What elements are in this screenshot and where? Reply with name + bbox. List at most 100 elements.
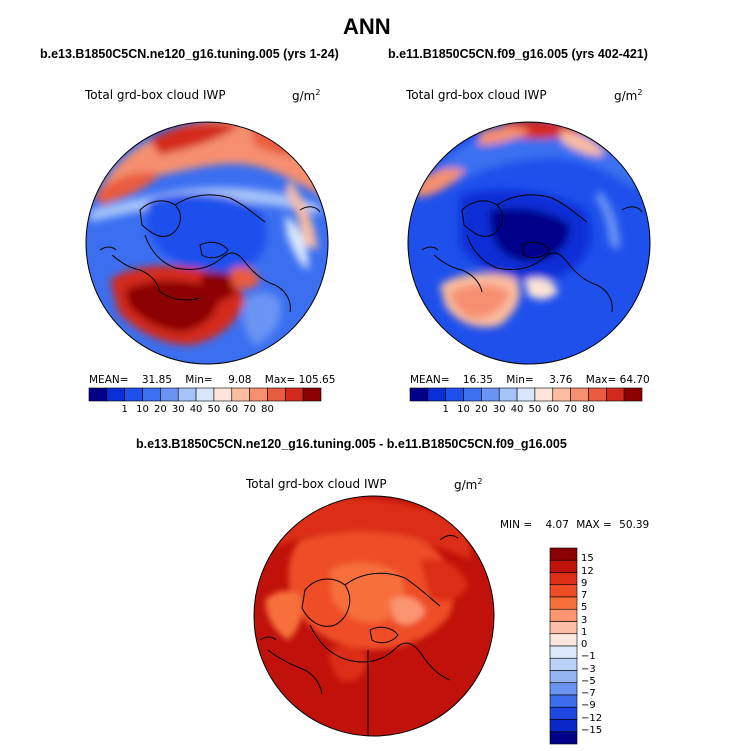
panel-2-stats: MEAN= 16.35 Min= 3.76 Max= 64.70 [410, 374, 650, 386]
panel-1-max-value: 105.65 [298, 374, 336, 386]
panel-3-colorbar-tick-label: 15 [581, 553, 594, 565]
panel-1-colorbar-box [302, 387, 322, 402]
panel-3-colorbar-box [549, 719, 578, 733]
panel-2-max-value: 64.70 [619, 374, 650, 386]
panel-1-colorbar-tick-label: 80 [261, 404, 274, 415]
panel-2-colorbar-tick-label: 70 [564, 404, 577, 415]
panel-1-colorbar-box [177, 387, 197, 402]
panel-3-colorbar-box [549, 670, 578, 684]
panel-1-colorbar-box [213, 387, 233, 402]
panel-3-map-border [253, 495, 495, 737]
panel-1-colorbar-box [195, 387, 215, 402]
panel-3-stats: MIN = 4.07 MAX = 50.39 [500, 519, 649, 531]
panel-2-mean-value: 16.35 [462, 374, 493, 386]
panel-3-colorbar-box [549, 633, 578, 647]
panel-3-map [254, 496, 494, 736]
panel-3-colorbar-box [549, 584, 578, 598]
panel-3-colorbar-tick-label: 1 [581, 626, 588, 638]
panel-2-units-base: g/m [614, 89, 638, 103]
panel-3-colorbar-box [549, 694, 578, 708]
panel-2-colorbar-box [481, 387, 500, 402]
panel-3-colorbar-tick-label: −9 [581, 700, 596, 712]
panel-2-colorbar-box [623, 387, 643, 402]
panel-1-units-base: g/m [292, 89, 316, 103]
panel-1-colorbar-tick-label: 60 [225, 404, 239, 415]
panel-3-colorbar-tick-label: −7 [581, 688, 596, 699]
panel-1-min-value: 9.08 [228, 374, 252, 386]
panel-3-title: b.e13.B1850C5CN.ne120_g16.tuning.005 - b… [136, 437, 567, 451]
panel-2-min-label: Min= [506, 374, 534, 386]
panel-3-colorbar-box [549, 572, 578, 586]
panel-1-colorbar-box [249, 387, 268, 402]
panel-3-colorbar-box [549, 731, 578, 745]
panel-1-colorbar-tick-label: 20 [154, 404, 167, 415]
panel-3-colorbar-box [549, 621, 578, 635]
panel-1-colorbar-box [88, 387, 108, 402]
panel-1-colorbar-box [142, 387, 161, 402]
panel-2-colorbar-tick-label: 80 [582, 404, 595, 415]
panel-3-max-label: MAX = [576, 519, 612, 531]
panel-1-title: b.e13.B1850C5CN.ne120_g16.tuning.005 (yr… [40, 47, 339, 61]
panel-3-colorbar-box [549, 706, 578, 720]
panel-2-colorbar-box [606, 387, 625, 402]
panel-1-mean-label: MEAN= [89, 374, 129, 386]
panel-1-colorbar-tick-label: 40 [189, 404, 203, 415]
panel-3-colorbar-box [549, 657, 578, 671]
panel-2-colorbar-box [427, 387, 446, 402]
panel-3-colorbar-tick-label: 0 [581, 639, 588, 650]
panel-1-variable: Total grd-box cloud IWP [85, 88, 226, 102]
panel-2-colorbar-box [534, 387, 554, 402]
panel-2-colorbar-tick-label: 40 [510, 404, 524, 415]
panel-1-colorbar-box [160, 387, 179, 402]
panel-2-colorbar-box [588, 387, 607, 402]
panel-3-colorbar-tick-label: 12 [581, 565, 594, 577]
panel-3-colorbar-tick-label: −15 [581, 724, 603, 736]
panel-1-mean-value: 31.85 [141, 374, 172, 386]
panel-1-colorbar-box [231, 387, 250, 402]
panel-2-colorbar-tick-label: 50 [528, 404, 542, 415]
panel-3-colorbar-box [549, 547, 578, 561]
panel-1-map-border [85, 121, 329, 365]
panel-2-mean-label: MEAN= [410, 374, 450, 386]
panel-3-colorbar-tick-label: 5 [581, 602, 588, 614]
panel-2-title: b.e11.B1850C5CN.f09_g16.005 (yrs 402-421… [388, 47, 648, 61]
panel-1-units: g/m2 [292, 88, 320, 103]
panel-2-colorbar-box [516, 387, 536, 402]
panel-3-colorbar-tick-label: −1 [581, 651, 596, 663]
panel-2-colorbar-box [570, 387, 589, 402]
panel-1-colorbar-tick-label: 10 [136, 404, 149, 415]
panel-1-map [86, 122, 328, 364]
panel-1-colorbar-tick-label: 1 [121, 404, 128, 415]
panel-2-units-exp: 2 [637, 88, 643, 97]
panel-3-max-value: 50.39 [619, 519, 650, 531]
panel-1-colorbar-tick-label: 50 [207, 404, 221, 415]
panel-3-colorbar-tick-label: 3 [581, 614, 588, 626]
panel-3-colorbar-box [549, 608, 578, 622]
figure-title: ANN [343, 14, 391, 39]
panel-2-colorbar-tick-label: 60 [546, 404, 560, 415]
panel-3-colorbar-tick-label: 9 [581, 577, 588, 589]
panel-2-min-value: 3.76 [549, 374, 573, 386]
panel-3-units-exp: 2 [477, 477, 483, 486]
panel-1-colorbar-box [267, 387, 286, 402]
panel-1-stats: MEAN= 31.85 Min= 9.08 Max= 105.65 [89, 374, 335, 386]
panel-1-colorbar [88, 387, 322, 402]
panel-1-colorbar-box [106, 387, 125, 402]
panel-3-colorbar-box [549, 559, 578, 573]
panel-3-colorbar [549, 547, 578, 745]
panel-3-colorbar-tick-label: −5 [581, 675, 596, 687]
panel-3-colorbar-box [549, 645, 578, 659]
panel-1-units-exp: 2 [315, 88, 321, 97]
panel-3-variable: Total grd-box cloud IWP [246, 477, 387, 491]
panel-2-colorbar-box [552, 387, 571, 402]
panel-2-colorbar-box [409, 387, 429, 402]
panel-2-colorbar-tick-label: 20 [475, 404, 488, 415]
panel-1-colorbar-box [285, 387, 304, 402]
panel-1-max-label: Max= [264, 374, 296, 386]
panel-2-variable: Total grd-box cloud IWP [406, 88, 547, 102]
panel-1-colorbar-box [124, 387, 143, 402]
panel-2-max-label: Max= [585, 374, 617, 386]
panel-2-colorbar-box [498, 387, 518, 402]
panel-2-map-border [407, 121, 651, 365]
panel-3-colorbar-tick-label: 7 [581, 590, 588, 601]
